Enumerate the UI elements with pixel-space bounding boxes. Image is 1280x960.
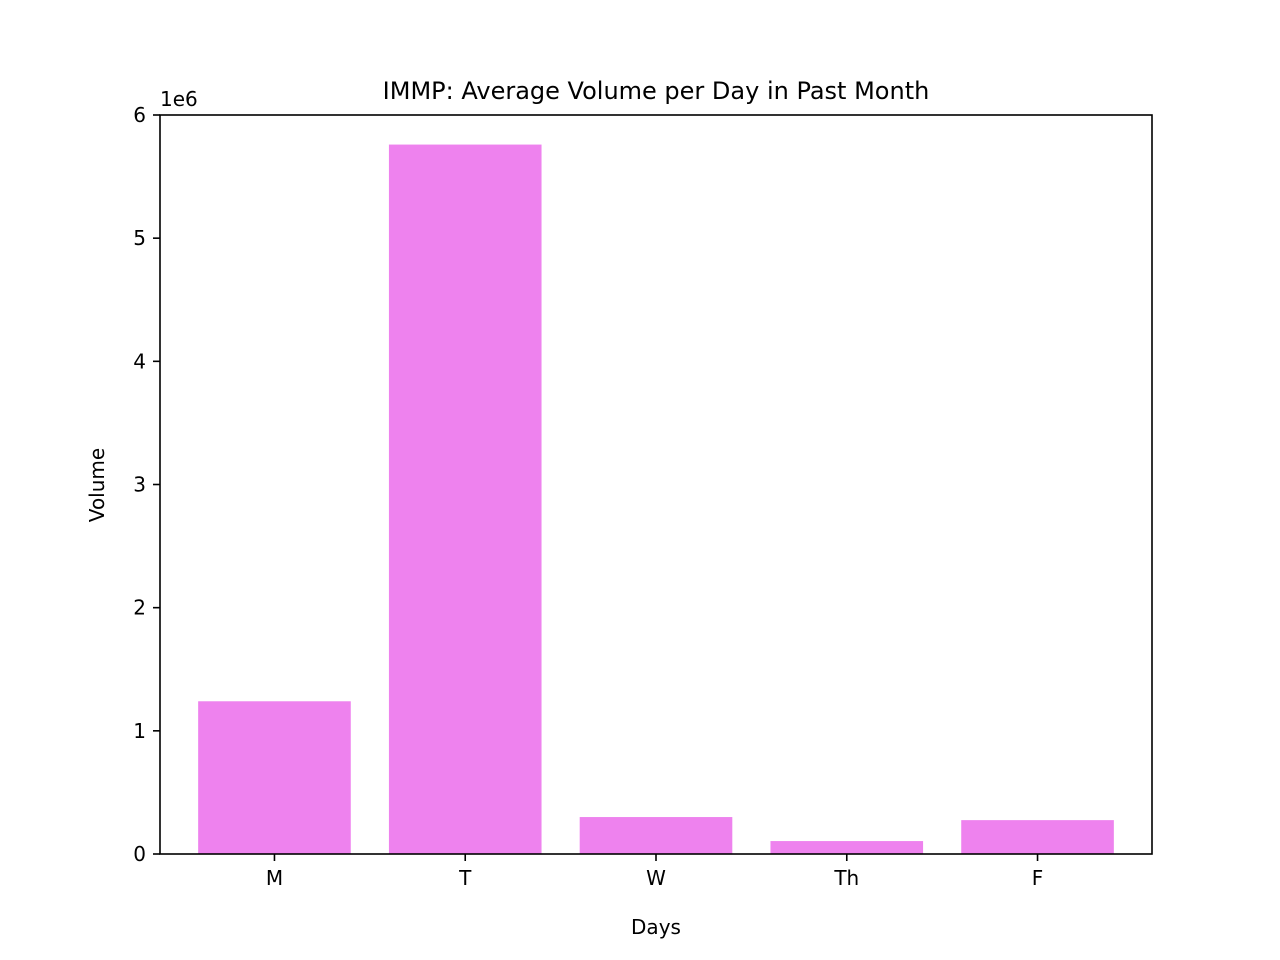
y-tick-label-3: 3	[133, 473, 146, 497]
x-axis-label: Days	[631, 915, 681, 939]
y-tick-label-5: 5	[133, 226, 146, 250]
x-axis: M T W Th F	[266, 854, 1043, 890]
y-tick-label-2: 2	[133, 596, 146, 620]
bar-th	[770, 841, 924, 854]
y-tick-label-0: 0	[133, 842, 146, 866]
y-tick-label-4: 4	[133, 349, 146, 373]
bar-m	[198, 701, 351, 854]
x-tick-label-th: Th	[833, 866, 859, 890]
bar-w	[579, 817, 733, 854]
x-tick-label-w: W	[646, 866, 666, 890]
y-axis-offset-label: 1e6	[160, 87, 198, 111]
chart-title: IMMP: Average Volume per Day in Past Mon…	[383, 77, 930, 105]
bar-t	[388, 144, 542, 854]
bar-f	[961, 820, 1114, 854]
x-tick-label-m: M	[266, 866, 283, 890]
y-tick-label-1: 1	[133, 719, 146, 743]
bars-layer	[198, 144, 1114, 854]
x-tick-label-t: T	[458, 866, 472, 890]
y-axis: 0 1 2 3 4 5 6	[133, 103, 160, 866]
x-tick-label-f: F	[1032, 866, 1044, 890]
y-axis-label: Volume	[85, 448, 109, 522]
y-tick-label-6: 6	[133, 103, 146, 127]
